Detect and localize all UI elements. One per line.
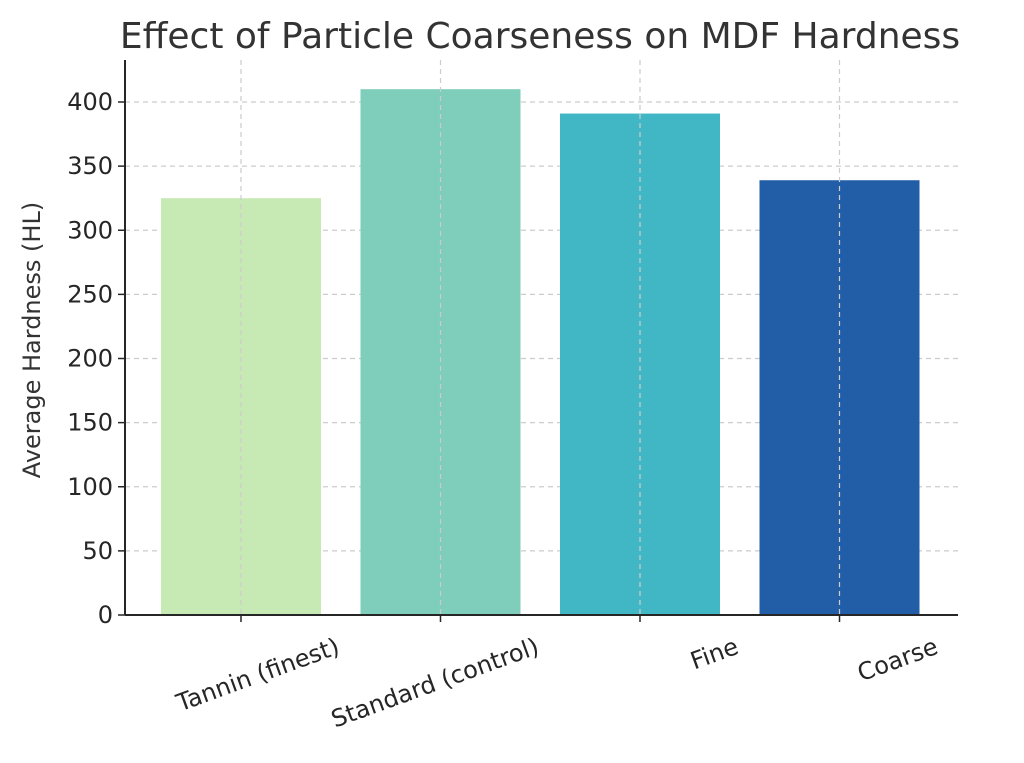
y-tick-label: 0 [98,601,113,629]
chart-title: Effect of Particle Coarseness on MDF Har… [120,16,960,57]
x-tick-label: Fine [687,632,742,675]
y-tick-label: 350 [67,152,113,180]
ticks-layer: 0 50 100 150 200 250 300 350 400 [67,88,841,629]
category-labels-layer: Tannin (finest)Standard (control) Fine Coa… [172,632,942,733]
x-tick-label: Standard (control) [327,632,542,733]
x-tick-label: Tannin (finest) [172,632,343,717]
y-tick-label: 150 [67,409,113,437]
y-axis-label: Average Hardness (HL) [18,202,46,478]
y-tick-label: 200 [67,345,113,373]
y-tick-label: 400 [67,88,113,116]
y-tick-label: 250 [67,280,113,308]
axes-layer [124,60,958,616]
x-tick-label: Coarse [854,632,942,687]
x-grid-layer [240,60,841,615]
y-tick-label: 300 [67,216,113,244]
y-tick-label: 100 [67,473,113,501]
bars-layer [161,89,920,616]
y-tick-label: 50 [82,537,113,565]
